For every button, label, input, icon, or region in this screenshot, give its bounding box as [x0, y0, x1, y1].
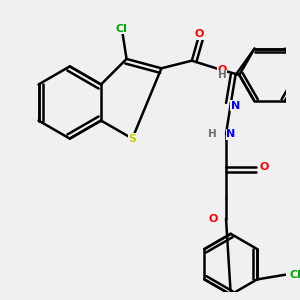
- Text: S: S: [128, 134, 136, 144]
- Text: O: O: [259, 162, 269, 172]
- Text: N: N: [231, 100, 240, 111]
- Text: H: H: [208, 129, 217, 139]
- Text: O: O: [195, 29, 204, 39]
- Text: O: O: [208, 214, 218, 224]
- Text: O: O: [218, 65, 227, 75]
- Text: H: H: [218, 70, 226, 80]
- Text: Cl: Cl: [116, 23, 128, 34]
- Text: Cl: Cl: [289, 270, 300, 280]
- Text: N: N: [226, 129, 236, 139]
